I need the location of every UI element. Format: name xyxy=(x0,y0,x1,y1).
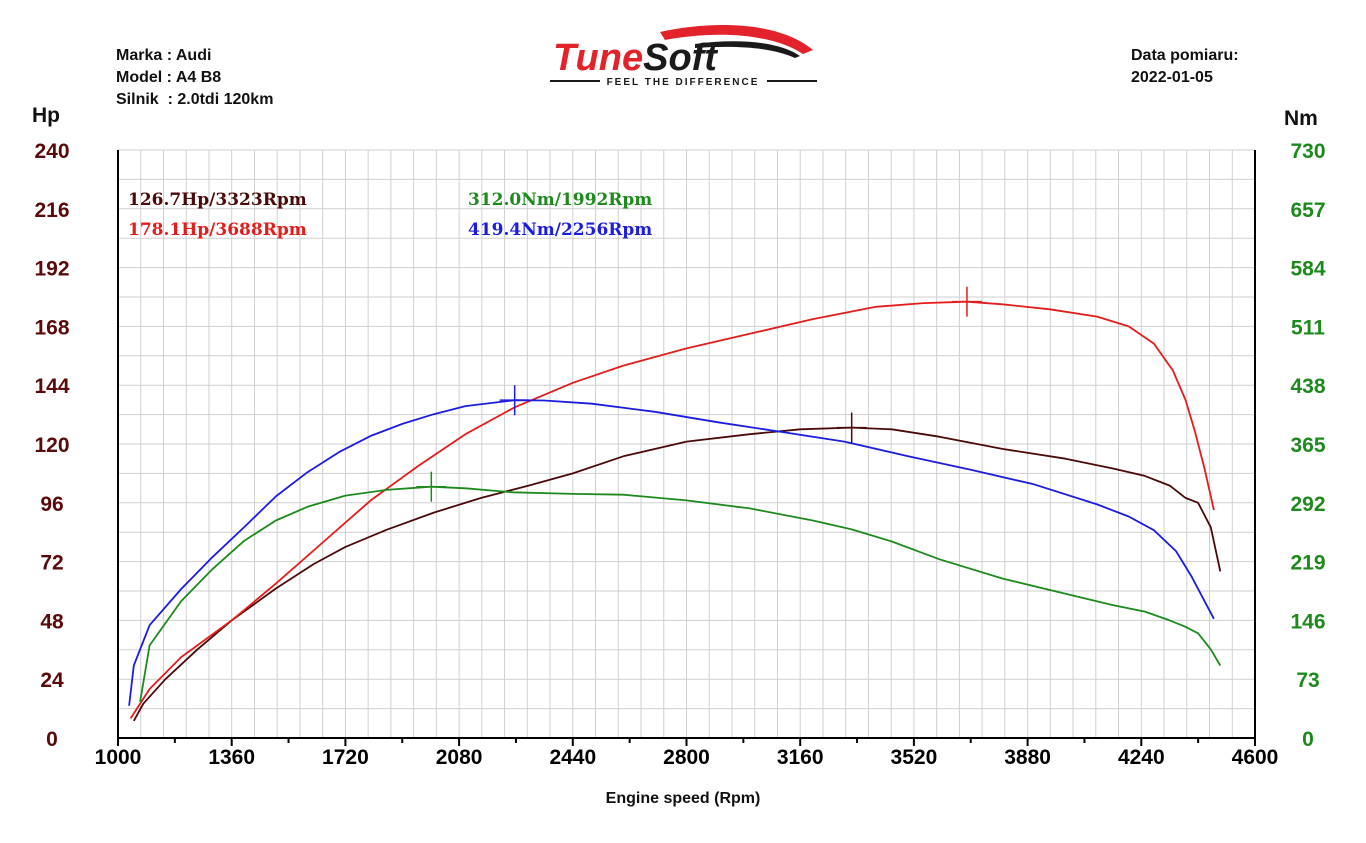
left-y-tick-label: 216 xyxy=(34,199,69,222)
curve-power_tuned xyxy=(129,300,1215,719)
right-y-tick-label: 657 xyxy=(1290,199,1325,222)
right-y-tick-label: 219 xyxy=(1290,552,1325,575)
left-y-tick-label: 120 xyxy=(34,434,69,457)
right-y-tick-label: 0 xyxy=(1302,728,1314,751)
engine-value: 2.0tdi 120km xyxy=(177,91,274,108)
measurement-date: Data pomiaru: 2022-01-05 xyxy=(1131,45,1239,89)
x-tick-label: 2080 xyxy=(436,746,483,769)
logo-text-soft: Soft xyxy=(643,37,718,79)
x-tick-label: 4240 xyxy=(1118,746,1165,769)
tunesoft-logo: TuneSoft FEEL THE DIFFERENCE xyxy=(550,25,817,88)
svg-text:TuneSoft: TuneSoft xyxy=(553,37,718,79)
logo-swoosh-dark-icon xyxy=(695,41,800,58)
vehicle-info: Marka : Audi Model : A4 B8 Silnik : 2.0t… xyxy=(116,45,273,111)
x-tick-label: 3880 xyxy=(1004,746,1051,769)
left-y-tick-label: 0 xyxy=(46,728,58,751)
peak-label: 126.7Hp/3323Rpm xyxy=(128,190,307,210)
date-value: 2022-01-05 xyxy=(1131,69,1213,86)
logo-text-tune: Tune xyxy=(553,37,643,79)
x-tick-label: 2800 xyxy=(663,746,710,769)
date-label: Data pomiaru: xyxy=(1131,47,1239,64)
right-y-tick-label: 292 xyxy=(1290,493,1325,516)
x-tick-label: 1720 xyxy=(322,746,369,769)
right-y-tick-label: 73 xyxy=(1296,669,1319,692)
left-y-tick-label: 168 xyxy=(34,316,69,339)
engine-row: Silnik : 2.0tdi 120km xyxy=(116,91,274,108)
logo-swoosh-icon xyxy=(660,25,813,54)
axes xyxy=(117,150,1256,746)
right-axis-unit: Nm xyxy=(1284,107,1318,130)
model-row: Model : A4 B8 xyxy=(116,69,222,86)
left-y-tick-label: 72 xyxy=(40,552,63,575)
left-y-tick-label: 240 xyxy=(34,140,69,163)
x-tick-label: 4600 xyxy=(1232,746,1279,769)
peak-label: 312.0Nm/1992Rpm xyxy=(468,190,652,210)
curve-power_stock xyxy=(133,426,1222,722)
curves xyxy=(128,286,1222,722)
x-tick-label: 1360 xyxy=(208,746,255,769)
left-y-tick-label: 144 xyxy=(34,375,69,398)
peak-label: 419.4Nm/2256Rpm xyxy=(468,220,652,240)
right-y-tick-label: 584 xyxy=(1290,258,1325,281)
curve-torque_stock xyxy=(139,485,1222,702)
make-value: Audi xyxy=(175,47,212,64)
peak-labels: 126.7Hp/3323Rpm 178.1Hp/3688Rpm 312.0Nm/19… xyxy=(128,190,652,240)
x-tick-label: 3160 xyxy=(777,746,824,769)
left-axis-unit: Hp xyxy=(32,104,60,127)
x-tick-label: 3520 xyxy=(891,746,938,769)
make-row: Marka : Audi xyxy=(116,47,212,64)
left-y-tick-label: 96 xyxy=(40,493,63,516)
right-y-tick-label: 146 xyxy=(1290,610,1325,633)
left-y-tick-label: 48 xyxy=(40,610,64,633)
left-y-tick-label: 24 xyxy=(40,669,64,692)
x-tick-label: 1000 xyxy=(95,746,142,769)
x-tick-label: 2440 xyxy=(549,746,596,769)
right-y-tick-label: 511 xyxy=(1291,316,1325,339)
tick-labels: 1000 1360 1720 2080 2440 2800 3160 3520 3880 4240… xyxy=(34,140,1325,769)
model-value: A4 B8 xyxy=(175,69,222,86)
x-axis-title: Engine speed (Rpm) xyxy=(605,790,761,807)
right-y-tick-label: 365 xyxy=(1290,434,1325,457)
curve-torque_tuned xyxy=(128,399,1215,706)
right-y-tick-label: 438 xyxy=(1290,375,1325,398)
left-y-tick-label: 192 xyxy=(34,258,69,281)
right-y-tick-label: 730 xyxy=(1290,140,1325,163)
peak-label: 178.1Hp/3688Rpm xyxy=(128,220,307,240)
logo-tagline: FEEL THE DIFFERENCE xyxy=(607,77,760,88)
